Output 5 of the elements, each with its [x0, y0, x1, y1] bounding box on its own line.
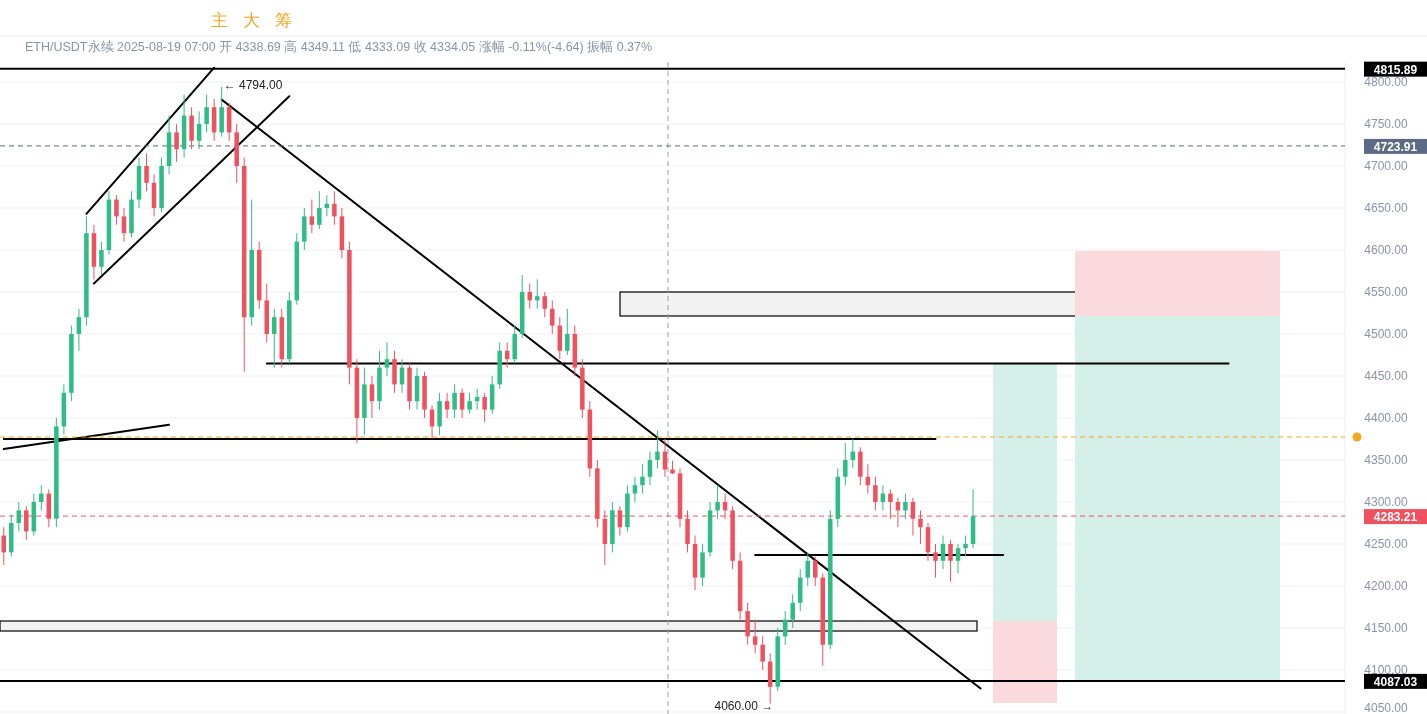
subtitle: ETH/USDT永续 2025-08-19 07:00 开 4338.69 高 4349.11 低 4333.09 收 4334.05 涨幅 -0.11%(-4.64) 振幅 0.37% [25, 40, 653, 54]
ref-line-label: 4815.89 [1373, 62, 1418, 77]
ref-line-label: 4087.03 [1373, 674, 1418, 689]
ref-line-label: 4283.21 [1373, 510, 1418, 525]
ref-line-label: 4723.91 [1373, 139, 1418, 154]
